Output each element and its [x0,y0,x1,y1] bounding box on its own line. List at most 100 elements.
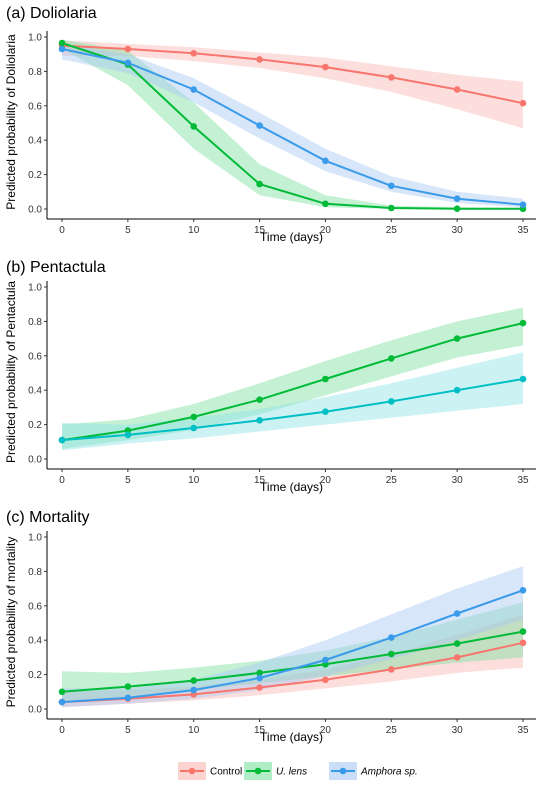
x-tick-label: 30 [452,475,464,486]
data-point [256,396,263,404]
x-tick-label: 15 [254,475,266,486]
data-point [388,398,395,405]
data-point [58,39,66,47]
data-point [256,180,263,188]
data-point [388,650,395,658]
series-line-1 [61,641,524,704]
x-tick-label: 20 [320,725,332,736]
data-point [256,417,263,424]
confidence-band-series-3 [62,566,523,708]
data-point [190,123,197,130]
x-axis-label: Time (days) [260,730,323,744]
x-tick-label: 25 [386,725,398,736]
y-tick-label: 0.6 [28,351,42,362]
panel-1: (a) Doliolaria 0.0 0.2 0.4 0.6 0.8 1.0 0 5 10 15 20… [4,5,536,244]
y-axis-label: Predicted probability of Doliolaria [4,34,18,210]
legend-key-point [339,767,347,775]
data-point [256,122,263,129]
legend-item: U. lens [244,762,307,780]
data-point [58,45,66,53]
data-point [322,375,329,383]
x-tick-label: 5 [125,725,131,736]
y-tick-label: 0.4 [28,386,42,397]
confidence-band-series-2 [62,39,523,209]
data-point [256,669,263,677]
data-point [58,688,66,696]
series-line-3 [61,48,524,206]
y-tick-label: 0.2 [28,170,42,181]
x-tick-label: 10 [188,475,200,486]
data-point [453,640,461,647]
y-tick-label: 0.0 [28,205,42,216]
data-point [256,56,263,63]
data-point [519,628,527,635]
x-tick-label: 20 [320,475,332,486]
series-line-2 [61,42,524,210]
data-point [453,610,461,617]
confidence-band-series-1 [62,307,523,449]
data-point [322,408,329,416]
legend-label: Control [210,767,242,778]
series-line-1 [61,44,524,105]
data-point [322,656,329,664]
data-point [519,639,527,647]
data-point [388,74,395,81]
data-point [519,319,527,327]
series-line-1 [61,322,524,442]
y-tick-label: 0.2 [28,420,42,431]
panel-title: (c) Mortality [6,509,90,526]
data-point [519,201,527,208]
legend: Control U. lens Amphora sp. [178,762,418,780]
y-tick-label: 0.0 [28,705,42,716]
x-tick-label: 35 [517,725,529,736]
x-tick-label: 10 [188,725,200,736]
data-point [190,413,197,421]
confidence-band-series-2 [62,602,523,703]
y-tick-label: 0.2 [28,670,42,681]
data-point [322,63,329,71]
panel-title: (a) Doliolaria [6,5,97,22]
x-tick-label: 0 [59,475,65,486]
data-point [519,375,527,383]
y-tick-label: 0.8 [28,317,42,328]
data-point [124,431,132,439]
x-tick-label: 0 [59,225,65,236]
data-point [190,86,197,93]
data-point [453,86,461,93]
x-tick-label: 5 [125,475,131,486]
data-point [388,666,395,673]
data-point [519,99,527,107]
legend-label: Amphora sp. [360,767,418,778]
panel-2: (b) Pentactula 0.0 0.2 0.4 0.6 0.8 1.0 0 5 10 15 20… [4,259,536,494]
confidence-band-series-1 [62,614,523,708]
x-tick-label: 35 [517,225,529,236]
legend-key-point [254,767,262,775]
data-point [388,182,395,190]
data-point [322,676,329,684]
confidence-band-series-3 [62,43,523,208]
data-point [124,45,132,53]
legend-item: Amphora sp. [329,762,418,780]
x-tick-label: 10 [188,225,200,236]
x-tick-label: 35 [517,475,529,486]
series-line-3 [61,589,524,704]
data-point [256,684,263,691]
y-tick-label: 0.4 [28,636,42,647]
panel-3: (c) Mortality 0.0 0.2 0.4 0.6 0.8 1.0 0 5 10 15 20 2… [4,509,536,744]
legend-key-point [188,767,196,775]
data-point [124,683,132,690]
data-point [453,335,461,342]
x-tick-label: 15 [254,725,266,736]
x-tick-label: 30 [452,725,464,736]
panel-title: (b) Pentactula [6,259,106,276]
data-point [322,157,329,165]
y-tick-label: 0.0 [28,455,42,466]
data-point [388,204,395,212]
legend-item: Control [178,762,242,780]
data-point [453,195,461,202]
data-point [453,386,461,394]
data-point [519,587,527,594]
data-point [453,654,461,661]
data-point [453,205,461,212]
